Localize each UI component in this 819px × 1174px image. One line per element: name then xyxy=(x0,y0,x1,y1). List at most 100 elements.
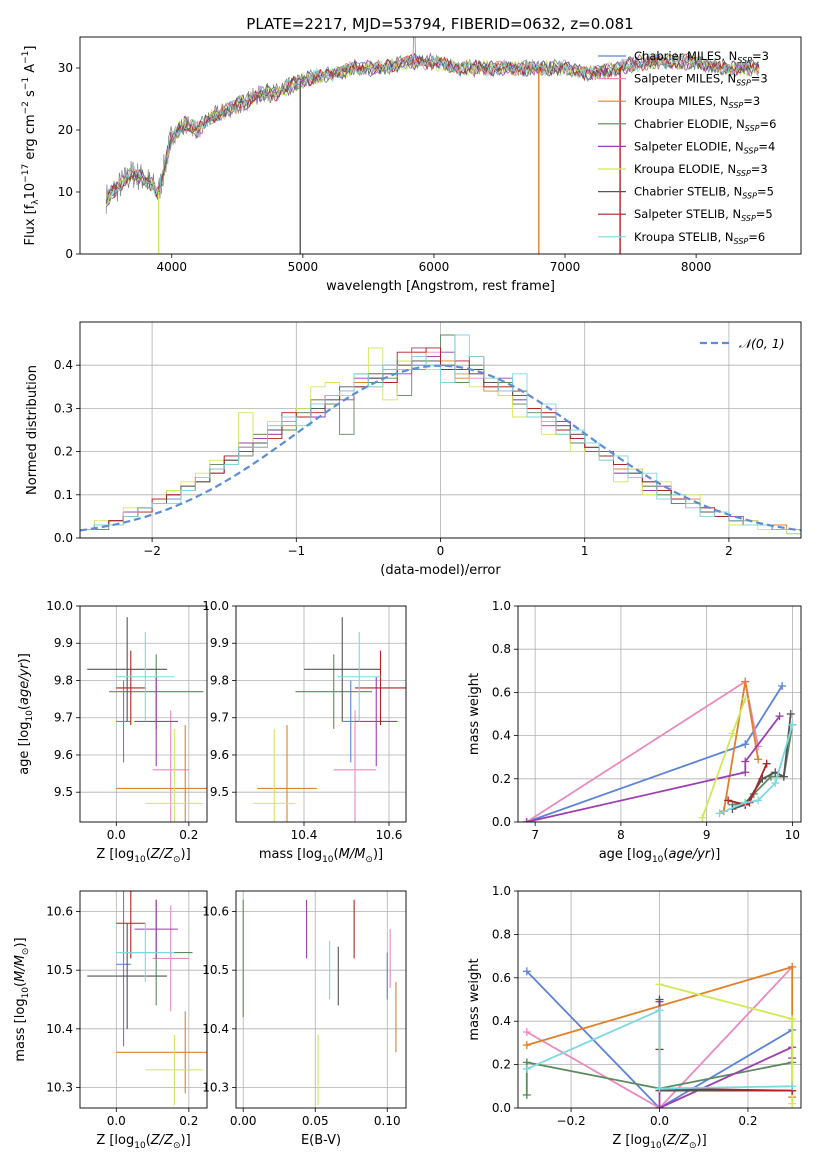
mass-weight-line xyxy=(701,698,747,819)
x-tick-label: 1 xyxy=(581,544,589,558)
x-tick-label: −2 xyxy=(143,544,161,558)
label-part: erg cm xyxy=(23,114,38,163)
y-tick-label: 30 xyxy=(58,61,73,75)
error-bar-point xyxy=(253,728,296,822)
plus-marker xyxy=(788,1099,797,1108)
legend-label: Salpeter MILES, NSSP=3 xyxy=(634,72,768,88)
y-tick-label: 0.6 xyxy=(492,971,511,985)
chart-residuals: −2 −1 0 1 2 0.0 0.1 0.2 0.3 0.4 𝒩(0, 1) (data-model… xyxy=(25,321,802,578)
plus-marker xyxy=(655,980,664,989)
x-axis-label: Z [log10(Z/Z⊙)] xyxy=(612,1133,706,1151)
label-part: M/M xyxy=(339,847,366,862)
y-tick-label: 9.8 xyxy=(210,673,229,687)
plus-marker xyxy=(715,809,724,818)
error-bar-point xyxy=(152,710,189,822)
error-bar-point xyxy=(145,1034,204,1106)
label-part: mass [log xyxy=(13,998,28,1061)
histogram-series xyxy=(80,334,801,538)
error-bar-point xyxy=(116,923,175,982)
plus-marker xyxy=(522,818,531,822)
legend-eq: =3 xyxy=(751,72,768,86)
x-tick-label: 0.0 xyxy=(107,828,126,842)
legend-eq: =3 xyxy=(743,94,760,108)
mass-weight-line xyxy=(526,1009,793,1090)
plot-area xyxy=(522,677,797,822)
mass-weight-line xyxy=(525,1061,793,1095)
y-axis-label: mass weight xyxy=(467,673,482,755)
label-part: )] xyxy=(181,1133,191,1148)
chart-mass_vs_EBV: 0.00 0.05 0.10 10.3 10.4 10.5 10.6 E(B-V) xyxy=(202,890,407,1148)
y-tick-label: 20 xyxy=(58,123,73,137)
legend-eq: =3 xyxy=(752,49,769,63)
x-axis-label: Z [log10(Z/Z⊙)] xyxy=(96,1133,190,1151)
label-part: Normed distribution xyxy=(25,365,40,495)
y-tick-label: 9.7 xyxy=(54,711,73,725)
legend-name: Chabrier STELIB, N xyxy=(634,185,742,199)
plot-area xyxy=(87,891,207,1106)
x-tick-label: 0.05 xyxy=(302,1114,329,1128)
label-part: mass weight xyxy=(467,673,482,755)
x-axis-label: E(B-V) xyxy=(301,1133,341,1148)
label-part: λ xyxy=(31,199,41,205)
error-bar-point xyxy=(87,617,168,722)
error-bar-point xyxy=(257,725,317,822)
legend-name: Salpeter ELODIE, N xyxy=(634,139,744,153)
label-part: 10 xyxy=(652,855,664,865)
plus-marker xyxy=(778,681,787,690)
legend-sub: SSP xyxy=(742,192,757,201)
label-part: ⊙ xyxy=(21,948,31,956)
y-tick-label: 0 xyxy=(65,247,73,261)
plus-marker xyxy=(754,755,763,764)
legend-name: Chabrier MILES, N xyxy=(634,49,737,63)
plus-marker xyxy=(762,759,771,768)
chart-mass_vs_Z: 0.0 0.210.310.410.510.6Z [log10(Z/Z⊙)]mas… xyxy=(13,890,208,1151)
label-part: ⊙ xyxy=(173,1141,181,1151)
model-spectrum-line xyxy=(105,54,760,204)
y-tick-label: 9.7 xyxy=(210,711,229,725)
x-tick-label: 7000 xyxy=(550,260,581,274)
plus-marker xyxy=(741,677,750,686)
mass-weight-line xyxy=(526,685,783,822)
axes-frame xyxy=(235,605,407,823)
axes-frame xyxy=(79,605,208,823)
error-bar-point xyxy=(145,728,204,822)
legend-eq: =3 xyxy=(751,162,768,176)
mass-weight-line xyxy=(732,724,794,806)
label-part: 10 xyxy=(134,1141,146,1151)
legend-name: Kroupa MILES, N xyxy=(634,94,729,108)
label-part: Flux [f xyxy=(23,204,38,245)
error-bar-point xyxy=(116,650,146,726)
chart-massweight_vs_Z: −0.2 0.0 0.2 0.0 0.2 0.4 0.6 0.8 1.0 Z [log10(Z/Z… xyxy=(467,884,802,1151)
label-part: ( xyxy=(663,847,668,862)
x-tick-label: −0.2 xyxy=(556,1114,585,1128)
legend-label: Salpeter STELIB, NSSP=5 xyxy=(634,207,773,223)
plus-marker xyxy=(728,729,737,738)
legend-sub: SSP xyxy=(729,101,744,110)
label-part: Z/Z xyxy=(150,1133,174,1148)
plus-marker xyxy=(522,1064,531,1073)
label-part: ⊙ xyxy=(173,855,181,865)
y-tick-label: 1.0 xyxy=(492,599,511,613)
y-tick-label: 0.0 xyxy=(492,1101,511,1115)
x-tick-label: 6000 xyxy=(419,260,450,274)
residuals-legend: 𝒩(0, 1) xyxy=(700,336,785,351)
plus-marker xyxy=(788,1082,797,1091)
plus-marker xyxy=(522,1090,531,1099)
error-bar-point xyxy=(134,899,178,959)
error-bar-point xyxy=(152,905,189,1012)
legend-eq: =6 xyxy=(748,230,765,244)
x-axis-label: wavelength [Angstrom, rest frame] xyxy=(326,279,555,294)
legend-eq: =5 xyxy=(756,207,773,221)
label-part: ( xyxy=(146,1133,151,1148)
label-part: Z [log xyxy=(612,1133,650,1148)
plus-marker xyxy=(775,712,784,721)
plus-marker xyxy=(741,740,750,749)
y-tick-label: 10.6 xyxy=(46,905,73,919)
legend-label: Kroupa STELIB, NSSP=6 xyxy=(634,230,765,246)
label-part: )] xyxy=(697,1133,707,1148)
label-part: )] xyxy=(181,847,191,862)
y-tick-label: 0.6 xyxy=(492,685,511,699)
x-tick-label: 5000 xyxy=(288,260,319,274)
